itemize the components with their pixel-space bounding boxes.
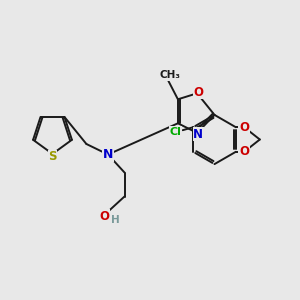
Text: O: O — [239, 145, 249, 158]
Text: O: O — [99, 209, 109, 223]
Text: Cl: Cl — [169, 127, 181, 137]
Text: O: O — [193, 85, 203, 99]
Text: S: S — [48, 150, 57, 164]
Text: H: H — [110, 214, 119, 225]
Text: O: O — [239, 121, 249, 134]
Text: CH₃: CH₃ — [159, 70, 180, 80]
Text: N: N — [103, 148, 113, 161]
Text: N: N — [193, 128, 203, 141]
